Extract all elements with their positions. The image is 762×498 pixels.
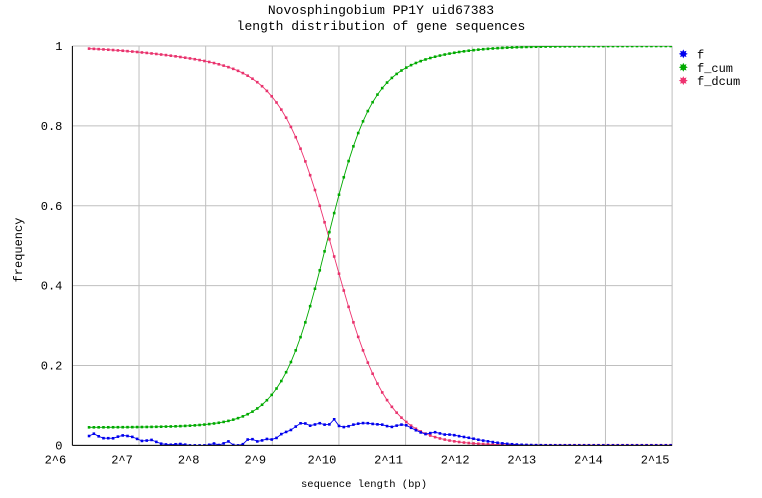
- svg-text:2^10: 2^10: [308, 453, 337, 467]
- svg-text:frequency: frequency: [12, 218, 26, 283]
- svg-text:1: 1: [55, 40, 62, 54]
- svg-text:0.8: 0.8: [41, 120, 63, 134]
- svg-text:f_cum: f_cum: [697, 62, 733, 76]
- svg-text:2^8: 2^8: [178, 453, 200, 467]
- svg-text:Novosphingobium PP1Y uid67383: Novosphingobium PP1Y uid67383: [268, 3, 494, 18]
- svg-text:2^13: 2^13: [507, 453, 536, 467]
- svg-text:2^9: 2^9: [244, 453, 266, 467]
- svg-text:2^15: 2^15: [641, 453, 670, 467]
- svg-text:2^11: 2^11: [374, 453, 403, 467]
- svg-text:0: 0: [55, 439, 62, 453]
- svg-text:length distribution of gene se: length distribution of gene sequences: [237, 19, 526, 34]
- svg-text:0.4: 0.4: [41, 280, 63, 294]
- svg-text:f_dcum: f_dcum: [697, 75, 740, 89]
- svg-text:0.6: 0.6: [41, 200, 63, 214]
- svg-text:2^6: 2^6: [45, 453, 67, 467]
- svg-text:f: f: [697, 49, 704, 63]
- svg-text:sequence length (bp): sequence length (bp): [301, 479, 427, 491]
- svg-text:2^14: 2^14: [574, 453, 603, 467]
- svg-text:2^12: 2^12: [441, 453, 470, 467]
- svg-text:0.2: 0.2: [41, 360, 63, 374]
- svg-text:2^7: 2^7: [111, 453, 133, 467]
